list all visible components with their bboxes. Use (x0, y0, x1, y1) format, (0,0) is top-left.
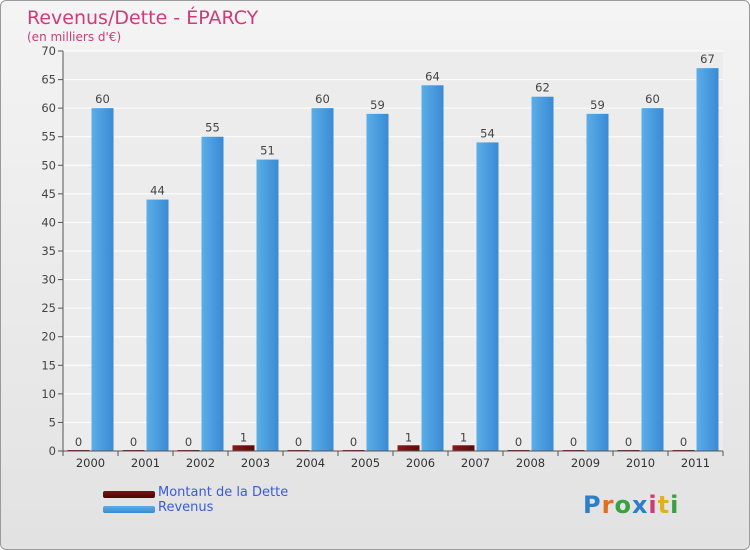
data-label-debt-2004: 0 (295, 435, 302, 449)
bar-revenue-2010 (641, 108, 664, 452)
data-label-revenue-2001: 44 (150, 184, 165, 198)
y-tick-label: 0 (49, 444, 56, 458)
bar-revenue-2003 (256, 159, 279, 452)
proxiti-logo: Proxiti (583, 491, 679, 519)
legend-label-revenue: Revenus (158, 500, 214, 515)
bar-revenue-2007 (476, 142, 499, 451)
logo-letter: x (631, 491, 649, 519)
x-tick-label: 2009 (571, 456, 600, 470)
y-tick-label: 45 (41, 187, 56, 201)
data-label-debt-2005: 0 (350, 435, 357, 449)
data-label-debt-2002: 0 (185, 435, 192, 449)
y-tick-label: 20 (41, 330, 56, 344)
bar-revenue-2001 (146, 199, 169, 451)
data-label-revenue-2003: 51 (260, 144, 275, 158)
bar-debt-2003 (232, 445, 255, 451)
data-label-debt-2010: 0 (625, 435, 632, 449)
logo-letter: i (670, 491, 680, 519)
y-tick-label: 10 (41, 387, 56, 401)
bar-debt-2006 (397, 445, 420, 451)
data-label-debt-2009: 0 (570, 435, 577, 449)
y-tick-label: 30 (41, 273, 56, 287)
bar-revenue-2011 (696, 68, 719, 452)
data-label-revenue-2000: 60 (95, 92, 110, 106)
x-tick-label: 2002 (186, 456, 215, 470)
logo-letter: t (657, 491, 671, 519)
y-tick-label: 65 (41, 73, 56, 87)
x-tick-label: 2004 (296, 456, 325, 470)
data-label-debt-2003: 1 (240, 430, 247, 444)
y-tick-label: 60 (41, 101, 56, 115)
bar-revenue-2008 (531, 96, 554, 451)
chart-title: Revenus/Dette - ÉPARCY (27, 7, 259, 29)
x-tick-label: 2010 (626, 456, 655, 470)
data-label-revenue-2011: 67 (700, 52, 715, 66)
bar-revenue-2005 (366, 113, 389, 451)
x-tick-label: 2007 (461, 456, 490, 470)
logo-letter: P (583, 491, 602, 519)
y-tick-label: 70 (41, 44, 56, 58)
bar-revenue-2002 (201, 136, 224, 451)
data-label-revenue-2010: 60 (645, 92, 660, 106)
data-label-debt-2011: 0 (680, 435, 687, 449)
logo-letter: o (614, 491, 632, 519)
y-tick-label: 25 (41, 301, 56, 315)
x-tick-label: 2011 (681, 456, 710, 470)
legend-swatch-revenue (103, 506, 155, 513)
data-label-revenue-2007: 54 (480, 126, 495, 140)
bar-debt-2007 (452, 445, 475, 451)
x-tick-label: 2008 (516, 456, 545, 470)
bar-revenue-2004 (311, 108, 334, 452)
data-label-revenue-2005: 59 (370, 98, 385, 112)
logo-letter: i (648, 491, 658, 519)
y-tick-label: 55 (41, 130, 56, 144)
y-tick-label: 40 (41, 215, 56, 229)
x-tick-label: 2006 (406, 456, 435, 470)
data-label-debt-2001: 0 (130, 435, 137, 449)
x-tick-label: 2001 (131, 456, 160, 470)
y-tick-label: 5 (49, 415, 56, 429)
bar-revenue-2000 (91, 108, 114, 452)
x-tick-label: 2000 (76, 456, 105, 470)
data-label-debt-2006: 1 (405, 430, 412, 444)
x-tick-label: 2003 (241, 456, 270, 470)
y-tick-label: 50 (41, 158, 56, 172)
legend-label-debt: Montant de la Dette (158, 485, 289, 500)
legend-swatch-debt (103, 491, 155, 498)
data-label-revenue-2004: 60 (315, 92, 330, 106)
bar-revenue-2009 (586, 113, 609, 451)
bar-revenue-2006 (421, 85, 444, 452)
data-label-debt-2000: 0 (75, 435, 82, 449)
chart-subtitle: (en milliers d'€) (27, 30, 122, 44)
data-label-debt-2007: 1 (460, 430, 467, 444)
data-label-debt-2008: 0 (515, 435, 522, 449)
data-label-revenue-2006: 64 (425, 69, 440, 83)
data-label-revenue-2008: 62 (535, 81, 550, 95)
y-tick-label: 15 (41, 358, 56, 372)
data-label-revenue-2002: 55 (205, 121, 220, 135)
data-label-revenue-2009: 59 (590, 98, 605, 112)
logo-letter: r (601, 491, 615, 519)
y-tick-label: 35 (41, 244, 56, 258)
x-tick-label: 2005 (351, 456, 380, 470)
